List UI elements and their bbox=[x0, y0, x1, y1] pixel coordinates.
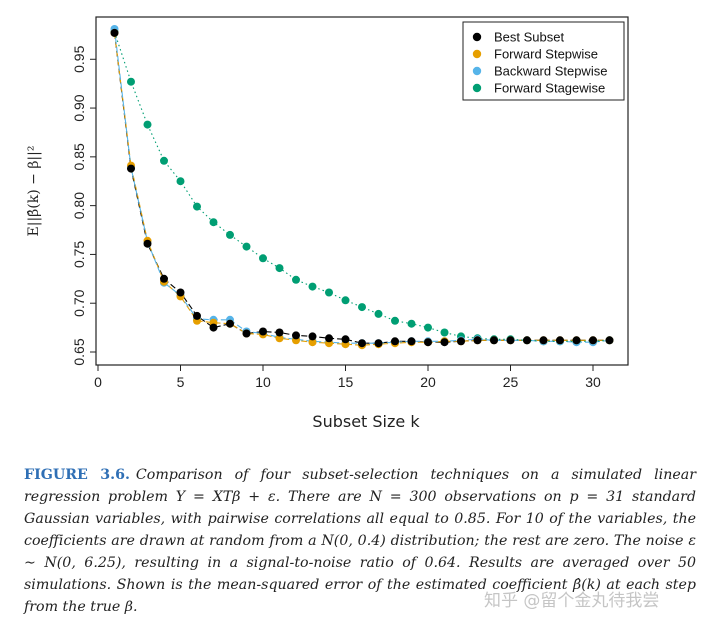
data-point bbox=[473, 336, 482, 345]
data-point bbox=[308, 338, 317, 347]
x-axis-label: Subset Size k bbox=[312, 412, 420, 431]
data-point bbox=[358, 303, 366, 312]
plot-frame bbox=[95, 16, 629, 366]
data-point bbox=[242, 242, 251, 251]
x-tick-label: 30 bbox=[585, 374, 601, 390]
data-point bbox=[308, 282, 317, 291]
series-points bbox=[110, 25, 614, 350]
legend: Best Subset Forward Stepwise Backward Step… bbox=[462, 21, 625, 101]
data-point bbox=[440, 328, 449, 337]
x-tick-label: 15 bbox=[338, 374, 354, 390]
data-point bbox=[325, 288, 333, 297]
data-point bbox=[127, 164, 135, 173]
data-point bbox=[292, 275, 300, 284]
legend-marker bbox=[472, 49, 482, 59]
data-point bbox=[341, 296, 350, 305]
data-point bbox=[226, 319, 234, 328]
data-point bbox=[110, 28, 119, 37]
watermark: 知乎 @留个金丸待我尝 bbox=[484, 591, 660, 611]
x-tick-label: 0 bbox=[94, 374, 102, 390]
data-point bbox=[589, 336, 597, 345]
legend-marker bbox=[472, 32, 482, 42]
y-axis-label: E||β̂(k) − β||² bbox=[26, 146, 42, 237]
data-point bbox=[193, 202, 201, 211]
data-point bbox=[358, 339, 366, 348]
y-tick-label: 0.85 bbox=[71, 143, 87, 170]
legend-marker bbox=[472, 83, 482, 93]
data-point bbox=[424, 323, 432, 332]
y-tick-label: 0.80 bbox=[71, 192, 87, 219]
data-point bbox=[572, 336, 581, 345]
data-point bbox=[275, 334, 284, 343]
data-point bbox=[259, 327, 267, 336]
data-point bbox=[127, 77, 135, 86]
data-point bbox=[440, 338, 449, 347]
data-point bbox=[308, 332, 317, 341]
legend-entry: Forward Stepwise bbox=[494, 47, 598, 62]
data-point bbox=[605, 336, 614, 345]
data-point bbox=[143, 120, 152, 129]
y-tick-label: 0.95 bbox=[71, 45, 87, 72]
data-point bbox=[176, 177, 185, 186]
y-axis: 0.65 0.70 0.75 0.80 0.85 0.90 0.95 bbox=[71, 45, 96, 366]
data-point bbox=[506, 336, 515, 345]
y-tick-label: 0.65 bbox=[71, 338, 87, 365]
legend-box bbox=[462, 21, 625, 101]
legend-entry: Forward Stagewise bbox=[494, 81, 605, 96]
data-point bbox=[539, 336, 548, 345]
figure-caption: FIGURE 3.6. Comparison of four subset-sel… bbox=[24, 464, 696, 618]
data-point bbox=[341, 335, 350, 344]
data-point bbox=[457, 337, 465, 346]
data-point bbox=[391, 337, 399, 346]
x-tick-label: 10 bbox=[255, 374, 271, 390]
x-tick-label: 25 bbox=[503, 374, 519, 390]
data-point bbox=[143, 239, 152, 248]
legend-entry: Best Subset bbox=[494, 30, 564, 45]
data-point bbox=[226, 230, 234, 239]
data-point bbox=[407, 319, 416, 328]
data-point bbox=[242, 329, 251, 338]
chart: 0 5 10 15 20 25 30 0.65 0.70 0.75 0.80 0.85 0.90 0.9… bbox=[26, 16, 629, 431]
legend-entry: Backward Stepwise bbox=[494, 64, 607, 79]
y-tick-label: 0.70 bbox=[71, 289, 87, 316]
data-point bbox=[490, 336, 498, 345]
data-point bbox=[292, 331, 300, 340]
data-point bbox=[160, 156, 168, 165]
data-point bbox=[391, 316, 399, 325]
data-point bbox=[374, 309, 383, 318]
data-point bbox=[160, 274, 168, 283]
figure-label: FIGURE 3.6. bbox=[24, 467, 130, 483]
y-tick-label: 0.90 bbox=[71, 94, 87, 121]
data-point bbox=[407, 337, 416, 346]
y-tick-label: 0.75 bbox=[71, 241, 87, 268]
data-point bbox=[209, 218, 218, 227]
legend-marker bbox=[472, 66, 482, 76]
x-tick-label: 20 bbox=[420, 374, 436, 390]
data-point bbox=[523, 336, 531, 345]
data-point bbox=[275, 264, 284, 273]
data-point bbox=[556, 336, 564, 345]
data-point bbox=[275, 328, 284, 337]
x-axis: 0 5 10 15 20 25 30 bbox=[94, 365, 601, 390]
data-point bbox=[424, 338, 432, 347]
data-point bbox=[325, 334, 333, 343]
caption-text: Comparison of four subset-selection tech… bbox=[24, 467, 696, 615]
data-point bbox=[209, 323, 218, 332]
x-tick-label: 5 bbox=[177, 374, 185, 390]
data-point bbox=[193, 311, 201, 320]
data-point bbox=[259, 254, 267, 263]
data-point bbox=[176, 288, 185, 297]
data-point bbox=[374, 339, 383, 348]
